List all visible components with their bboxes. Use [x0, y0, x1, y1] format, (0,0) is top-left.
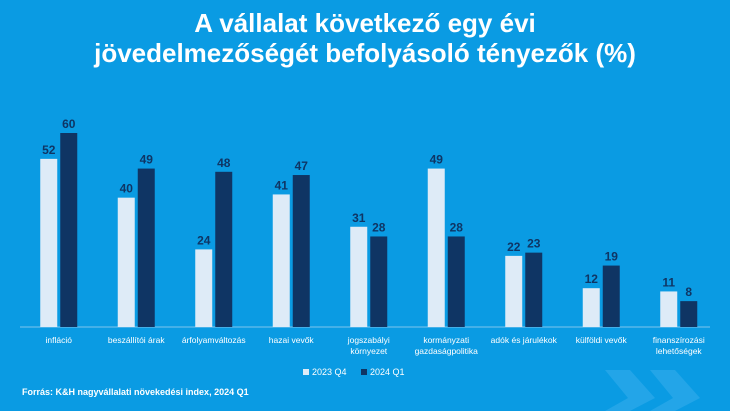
data-label: 24 — [197, 233, 211, 247]
data-label: 11 — [662, 275, 675, 289]
bar-2023-q4-6 — [505, 255, 523, 327]
bar-2023-q4-3 — [272, 194, 290, 327]
bar-2024-q1-8 — [680, 301, 698, 327]
bar-2023-q4-4 — [350, 226, 368, 327]
data-label: 52 — [42, 143, 56, 157]
data-label: 19 — [605, 250, 619, 264]
chart-title: A vállalat következő egy évi jövedelmező… — [94, 8, 636, 68]
data-label: 22 — [507, 240, 521, 254]
bar-2024-q1-6 — [525, 252, 543, 327]
data-label: 40 — [120, 182, 134, 196]
bar-2024-q1-3 — [292, 175, 310, 327]
bar-2023-q4-0 — [40, 158, 58, 327]
category-label: beszállítói árak — [108, 335, 165, 345]
data-label: 49 — [140, 153, 154, 167]
bar-2023-q4-7 — [582, 288, 600, 327]
legend-swatch — [361, 369, 367, 375]
source-note: Forrás: K&H nagyvállalati növekedési ind… — [22, 387, 249, 397]
data-label: 60 — [62, 117, 76, 131]
category-label: jogszabályi környezet — [347, 335, 390, 356]
data-label: 12 — [585, 272, 599, 286]
category-label: kormányzati gazdaságpolitika — [415, 335, 479, 356]
data-label: 47 — [295, 159, 309, 173]
bar-2024-q1-7 — [602, 265, 620, 327]
legend-label: 2024 Q1 — [370, 367, 405, 377]
category-label: külföldi vevők — [576, 335, 628, 345]
bar-2024-q1-5 — [447, 236, 465, 327]
data-label: 48 — [217, 156, 231, 170]
bar-2024-q1-1 — [137, 168, 155, 327]
category-label: infláció — [46, 335, 73, 345]
bar-2023-q4-8 — [660, 291, 678, 327]
data-label: 41 — [275, 178, 289, 192]
data-label: 31 — [352, 211, 366, 225]
data-label: 23 — [527, 237, 541, 251]
bar-2024-q1-2 — [215, 171, 233, 327]
legend-swatch — [303, 369, 309, 375]
legend-label: 2023 Q4 — [312, 367, 347, 377]
data-label: 49 — [430, 153, 444, 167]
category-label: árfolyamváltozás — [182, 335, 246, 345]
bar-2024-q1-0 — [60, 133, 78, 327]
bar-2023-q4-5 — [427, 168, 445, 327]
category-label: hazai vevők — [269, 335, 315, 345]
legend: 2023 Q4 2024 Q1 — [303, 367, 405, 377]
bar-2023-q4-2 — [195, 249, 213, 327]
category-label: finanszírozási lehetőségek — [653, 335, 705, 356]
data-label: 8 — [685, 285, 692, 299]
data-label: 28 — [450, 220, 464, 234]
bar-2023-q4-1 — [117, 197, 135, 327]
bar-2024-q1-4 — [370, 236, 388, 327]
data-label: 28 — [372, 220, 386, 234]
category-label: adók és járulékok — [491, 335, 558, 345]
